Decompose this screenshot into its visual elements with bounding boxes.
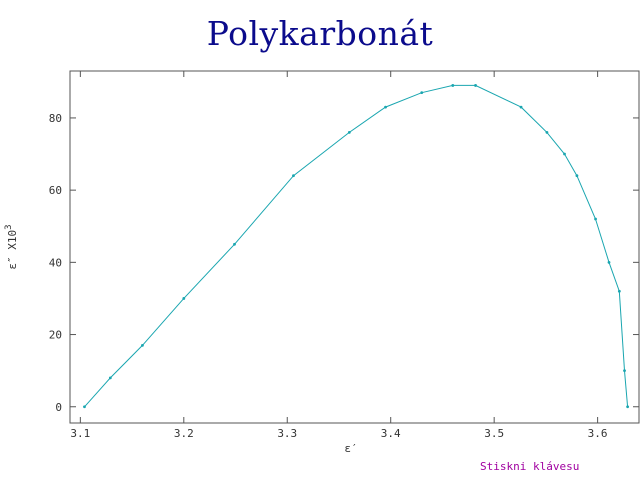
data-point <box>141 343 144 347</box>
data-point <box>594 217 597 221</box>
data-point <box>292 174 295 178</box>
data-point <box>607 260 611 264</box>
y-tick-label: 60 <box>49 184 62 197</box>
chart-title: Polykarbonát <box>206 14 434 53</box>
data-point <box>233 242 236 246</box>
y-tick-labels: 0 20 40 60 80 <box>49 112 62 414</box>
x-axis-label: ε′ <box>344 442 357 455</box>
y-tick-label: 40 <box>49 256 62 269</box>
series-line <box>84 84 629 408</box>
data-point <box>617 289 621 293</box>
data-point <box>83 405 86 409</box>
y-axis-label-exponent: 3 <box>4 224 14 229</box>
axis-ticks <box>70 71 639 423</box>
data-point <box>347 130 351 134</box>
y-tick-label: 80 <box>49 112 62 125</box>
y-tick-label: 20 <box>49 329 62 342</box>
data-point <box>182 297 186 300</box>
x-tick-label: 3.6 <box>588 427 608 440</box>
data-points <box>83 84 630 409</box>
x-tick-label: 3.1 <box>70 427 90 440</box>
data-point <box>575 174 579 178</box>
data-point <box>623 369 626 373</box>
data-point <box>519 105 523 109</box>
data-point <box>545 130 549 134</box>
plot-frame <box>69 70 640 424</box>
y-axis-label-text: ε″ X10 <box>6 230 19 270</box>
x-tick-label: 3.2 <box>174 427 194 440</box>
x-tick-label: 3.3 <box>277 427 297 440</box>
data-point <box>108 376 112 380</box>
x-tick-labels: 3.1 3.2 3.3 3.4 3.5 3.6 <box>70 427 607 440</box>
y-axis-label: ε″ X103 <box>4 224 19 269</box>
x-tick-label: 3.5 <box>484 427 504 440</box>
data-point <box>451 84 455 87</box>
y-tick-label: 0 <box>55 401 62 414</box>
footer-prompt: Stiskni klávesu <box>480 460 580 473</box>
data-point <box>626 405 630 409</box>
data-point <box>420 91 424 95</box>
data-point <box>474 84 477 87</box>
data-point <box>563 152 566 156</box>
x-tick-label: 3.4 <box>381 427 401 440</box>
data-point <box>384 105 387 109</box>
